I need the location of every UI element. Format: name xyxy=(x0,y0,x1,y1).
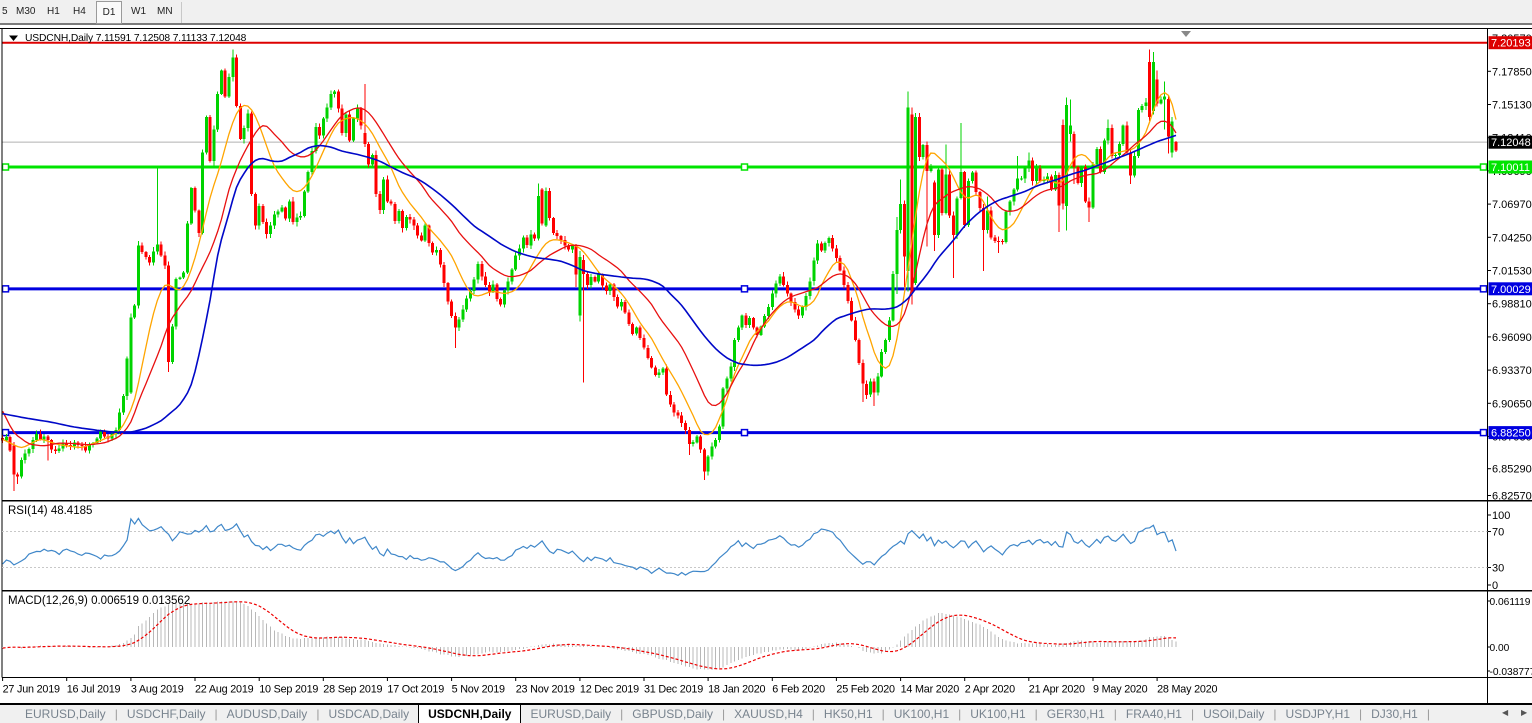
svg-text:7.01530: 7.01530 xyxy=(1492,266,1532,278)
svg-text:0.061119: 0.061119 xyxy=(1490,597,1531,608)
svg-text:25 Feb 2020: 25 Feb 2020 xyxy=(836,684,895,696)
svg-text:6.98810: 6.98810 xyxy=(1492,299,1532,311)
svg-text:27 Jun 2019: 27 Jun 2019 xyxy=(3,684,60,696)
svg-text:22 Aug 2019: 22 Aug 2019 xyxy=(195,684,254,696)
svg-text:MACD(12,26,9) 0.006519 0.01356: MACD(12,26,9) 0.006519 0.013562 xyxy=(8,595,190,607)
svg-text:-0.038777: -0.038777 xyxy=(1490,667,1532,678)
svg-text:30: 30 xyxy=(1492,563,1504,575)
svg-text:3 Aug 2019: 3 Aug 2019 xyxy=(131,684,184,696)
svg-text:7.10011: 7.10011 xyxy=(1491,162,1530,174)
svg-text:23 Nov 2019: 23 Nov 2019 xyxy=(516,684,575,696)
svg-text:28 Sep 2019: 28 Sep 2019 xyxy=(323,684,382,696)
svg-text:6.85290: 6.85290 xyxy=(1492,464,1532,476)
svg-text:70: 70 xyxy=(1492,527,1504,539)
svg-text:10 Sep 2019: 10 Sep 2019 xyxy=(259,684,318,696)
svg-text:USDCNH,Daily 7.11591 7.12508: USDCNH,Daily 7.11591 7.12508 7.11133 7.1… xyxy=(25,33,247,44)
svg-text:7.15130: 7.15130 xyxy=(1492,100,1532,112)
svg-text:6 Feb 2020: 6 Feb 2020 xyxy=(772,684,825,696)
svg-text:16 Jul 2019: 16 Jul 2019 xyxy=(67,684,121,696)
svg-text:0.00: 0.00 xyxy=(1490,643,1510,654)
svg-text:RSI(14) 48.4185: RSI(14) 48.4185 xyxy=(8,505,92,517)
svg-text:9 May 2020: 9 May 2020 xyxy=(1093,684,1148,696)
svg-text:7.20193: 7.20193 xyxy=(1491,38,1531,50)
svg-text:18 Jan 2020: 18 Jan 2020 xyxy=(708,684,765,696)
svg-text:7.12048: 7.12048 xyxy=(1491,137,1531,149)
svg-text:6.96090: 6.96090 xyxy=(1492,332,1532,344)
svg-text:14 Mar 2020: 14 Mar 2020 xyxy=(901,684,960,696)
svg-text:5 Nov 2019: 5 Nov 2019 xyxy=(452,684,505,696)
svg-text:2 Apr 2020: 2 Apr 2020 xyxy=(965,684,1015,696)
svg-text:7.17850: 7.17850 xyxy=(1492,66,1532,78)
svg-text:7.06970: 7.06970 xyxy=(1492,199,1532,211)
svg-text:7.04250: 7.04250 xyxy=(1492,232,1532,244)
svg-text:0: 0 xyxy=(1492,580,1498,592)
svg-text:12 Dec 2019: 12 Dec 2019 xyxy=(580,684,639,696)
svg-text:6.88250: 6.88250 xyxy=(1491,428,1531,440)
svg-text:31 Dec 2019: 31 Dec 2019 xyxy=(644,684,703,696)
svg-text:6.82570: 6.82570 xyxy=(1492,491,1532,503)
svg-text:6.93370: 6.93370 xyxy=(1492,365,1532,377)
svg-text:100: 100 xyxy=(1492,510,1510,522)
svg-text:6.90650: 6.90650 xyxy=(1492,398,1532,410)
svg-text:7.00029: 7.00029 xyxy=(1491,284,1531,296)
svg-text:28 May 2020: 28 May 2020 xyxy=(1157,684,1217,696)
svg-text:17 Oct 2019: 17 Oct 2019 xyxy=(387,684,444,696)
svg-text:21 Apr 2020: 21 Apr 2020 xyxy=(1029,684,1085,696)
